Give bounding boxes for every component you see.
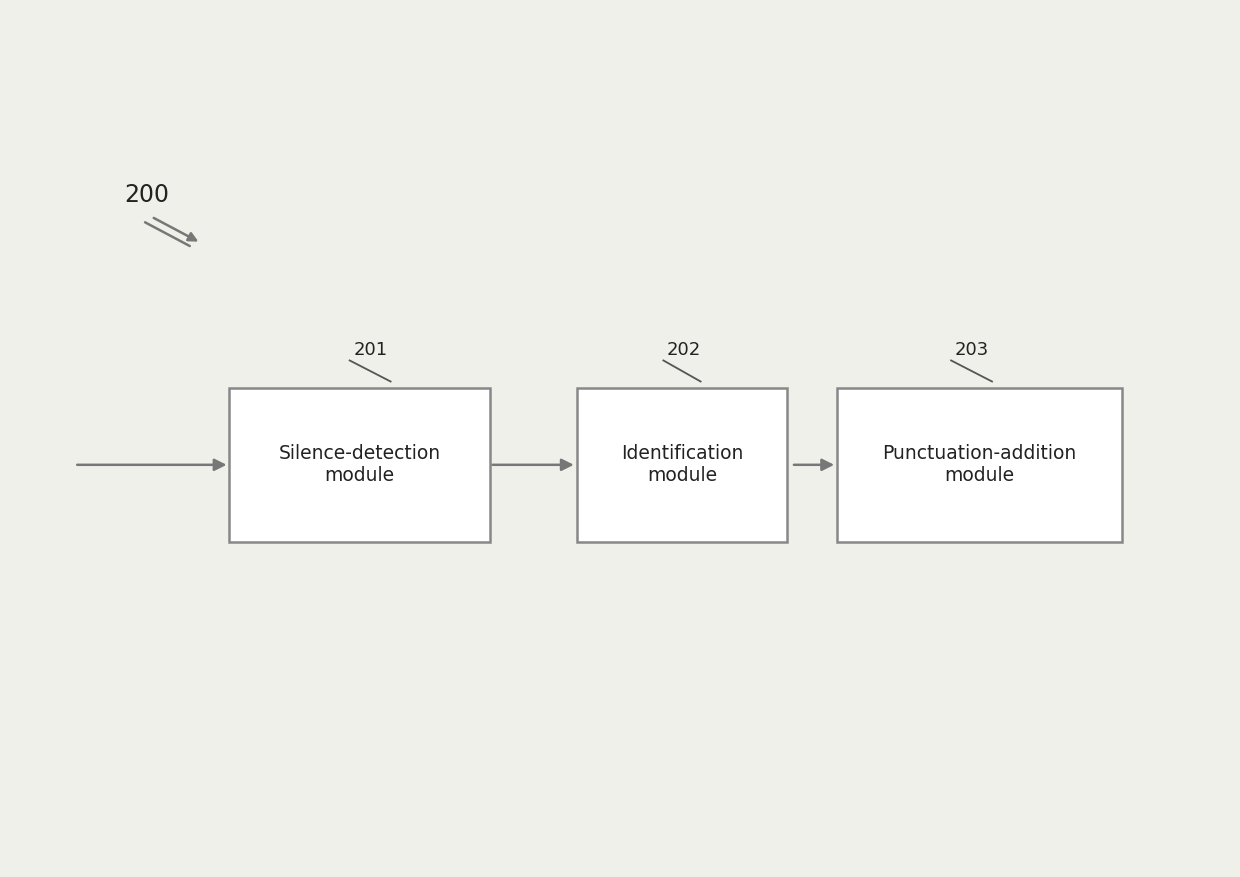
Text: 200: 200 (124, 182, 169, 207)
Text: 203: 203 (955, 341, 990, 360)
FancyBboxPatch shape (229, 389, 490, 542)
FancyBboxPatch shape (837, 389, 1122, 542)
Text: 202: 202 (667, 341, 702, 360)
Text: 201: 201 (353, 341, 388, 360)
Text: Silence-detection
module: Silence-detection module (279, 445, 440, 485)
Text: Punctuation-addition
module: Punctuation-addition module (883, 445, 1076, 485)
FancyBboxPatch shape (577, 389, 787, 542)
Text: Identification
module: Identification module (621, 445, 743, 485)
